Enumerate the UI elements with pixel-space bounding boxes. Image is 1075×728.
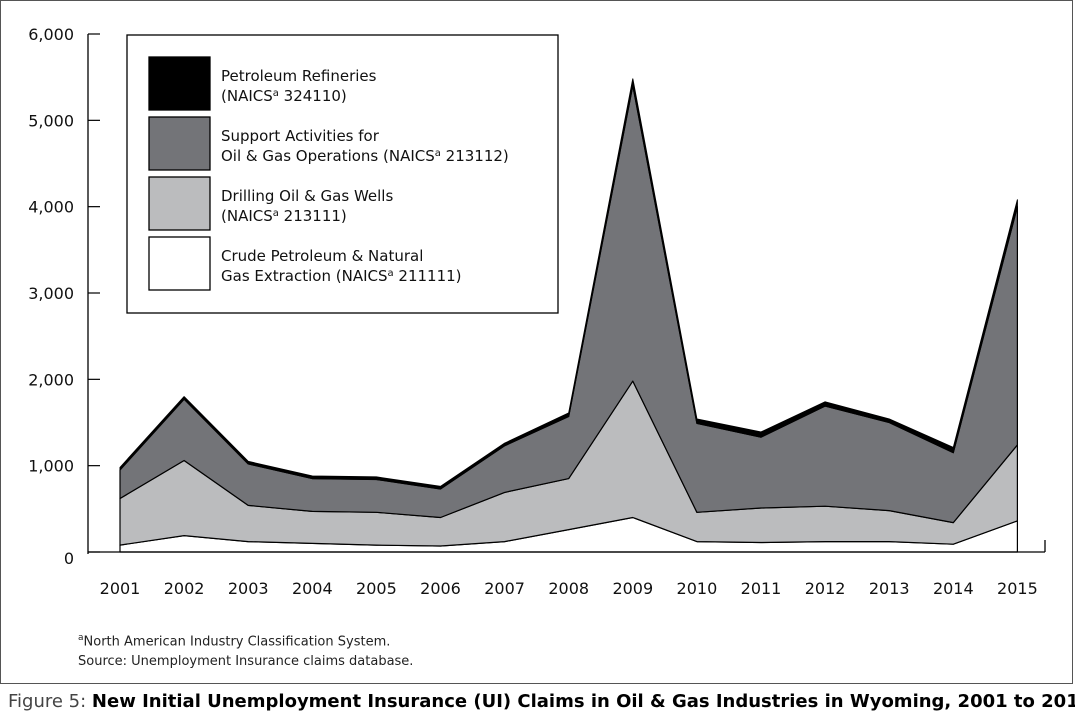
area-series-4 <box>119 78 1018 490</box>
legend-label: Support Activities for <box>221 127 380 145</box>
footnote-marker: a <box>78 633 84 643</box>
legend-label: Oil & Gas Operations (NAICSa 213112) <box>221 147 509 165</box>
x-tick-label: 2015 <box>997 579 1038 598</box>
x-tick-label: 2008 <box>548 579 589 598</box>
y-tick-label: 2,000 <box>28 370 74 389</box>
figure-caption: Figure 5: New Initial Unemployment Insur… <box>8 691 1075 712</box>
x-tick-label: 2014 <box>933 579 974 598</box>
x-tick-label: 2006 <box>420 579 461 598</box>
legend-swatch <box>148 176 211 231</box>
x-tick-label: 2005 <box>356 579 397 598</box>
figure-frame <box>0 0 1073 684</box>
y-tick-label: 1,000 <box>28 457 74 476</box>
x-tick-label: 2004 <box>292 579 333 598</box>
caption-prefix: Figure 5: <box>8 691 92 712</box>
x-tick-label: 2009 <box>612 579 653 598</box>
legend-swatch <box>148 56 211 111</box>
x-tick-label: 2010 <box>677 579 718 598</box>
footnote-naics: aNorth American Industry Classification … <box>78 633 390 649</box>
x-tick-label: 2003 <box>228 579 269 598</box>
x-tick-label: 2001 <box>100 579 141 598</box>
x-tick-label: 2011 <box>741 579 782 598</box>
legend-swatch <box>148 116 211 171</box>
y-tick-label: 5,000 <box>28 111 74 130</box>
area-chart: 0 1,000 2,000 3,000 4,000 5,000 6,000 2001 2002 2… <box>28 25 1046 598</box>
y-tick-label: 4,000 <box>28 198 74 217</box>
x-tick-label: 2013 <box>869 579 910 598</box>
x-tick-label: 2012 <box>805 579 846 598</box>
legend-label: Gas Extraction (NAICSa 211111) <box>221 267 462 285</box>
legend-label: (NAICSa 213111) <box>221 207 347 225</box>
legend-label: Crude Petroleum & Natural <box>221 247 423 265</box>
caption-title: New Initial Unemployment Insurance (UI) … <box>91 691 1075 712</box>
y-tick-label: 6,000 <box>28 25 74 44</box>
x-tick-label: 2002 <box>164 579 205 598</box>
y-tick-label: 3,000 <box>28 284 74 303</box>
legend-label: (NAICSa 324110) <box>221 87 347 105</box>
legend-label: Petroleum Refineries <box>221 67 377 85</box>
legend-swatch <box>148 236 211 291</box>
x-tick-label: 2007 <box>484 579 525 598</box>
footnote-source: Source: Unemployment Insurance claims da… <box>78 654 414 669</box>
y-tick-label: 0 <box>64 549 74 568</box>
legend-label: Drilling Oil & Gas Wells <box>221 187 393 205</box>
footnote-naics-text: North American Industry Classification S… <box>83 634 391 650</box>
